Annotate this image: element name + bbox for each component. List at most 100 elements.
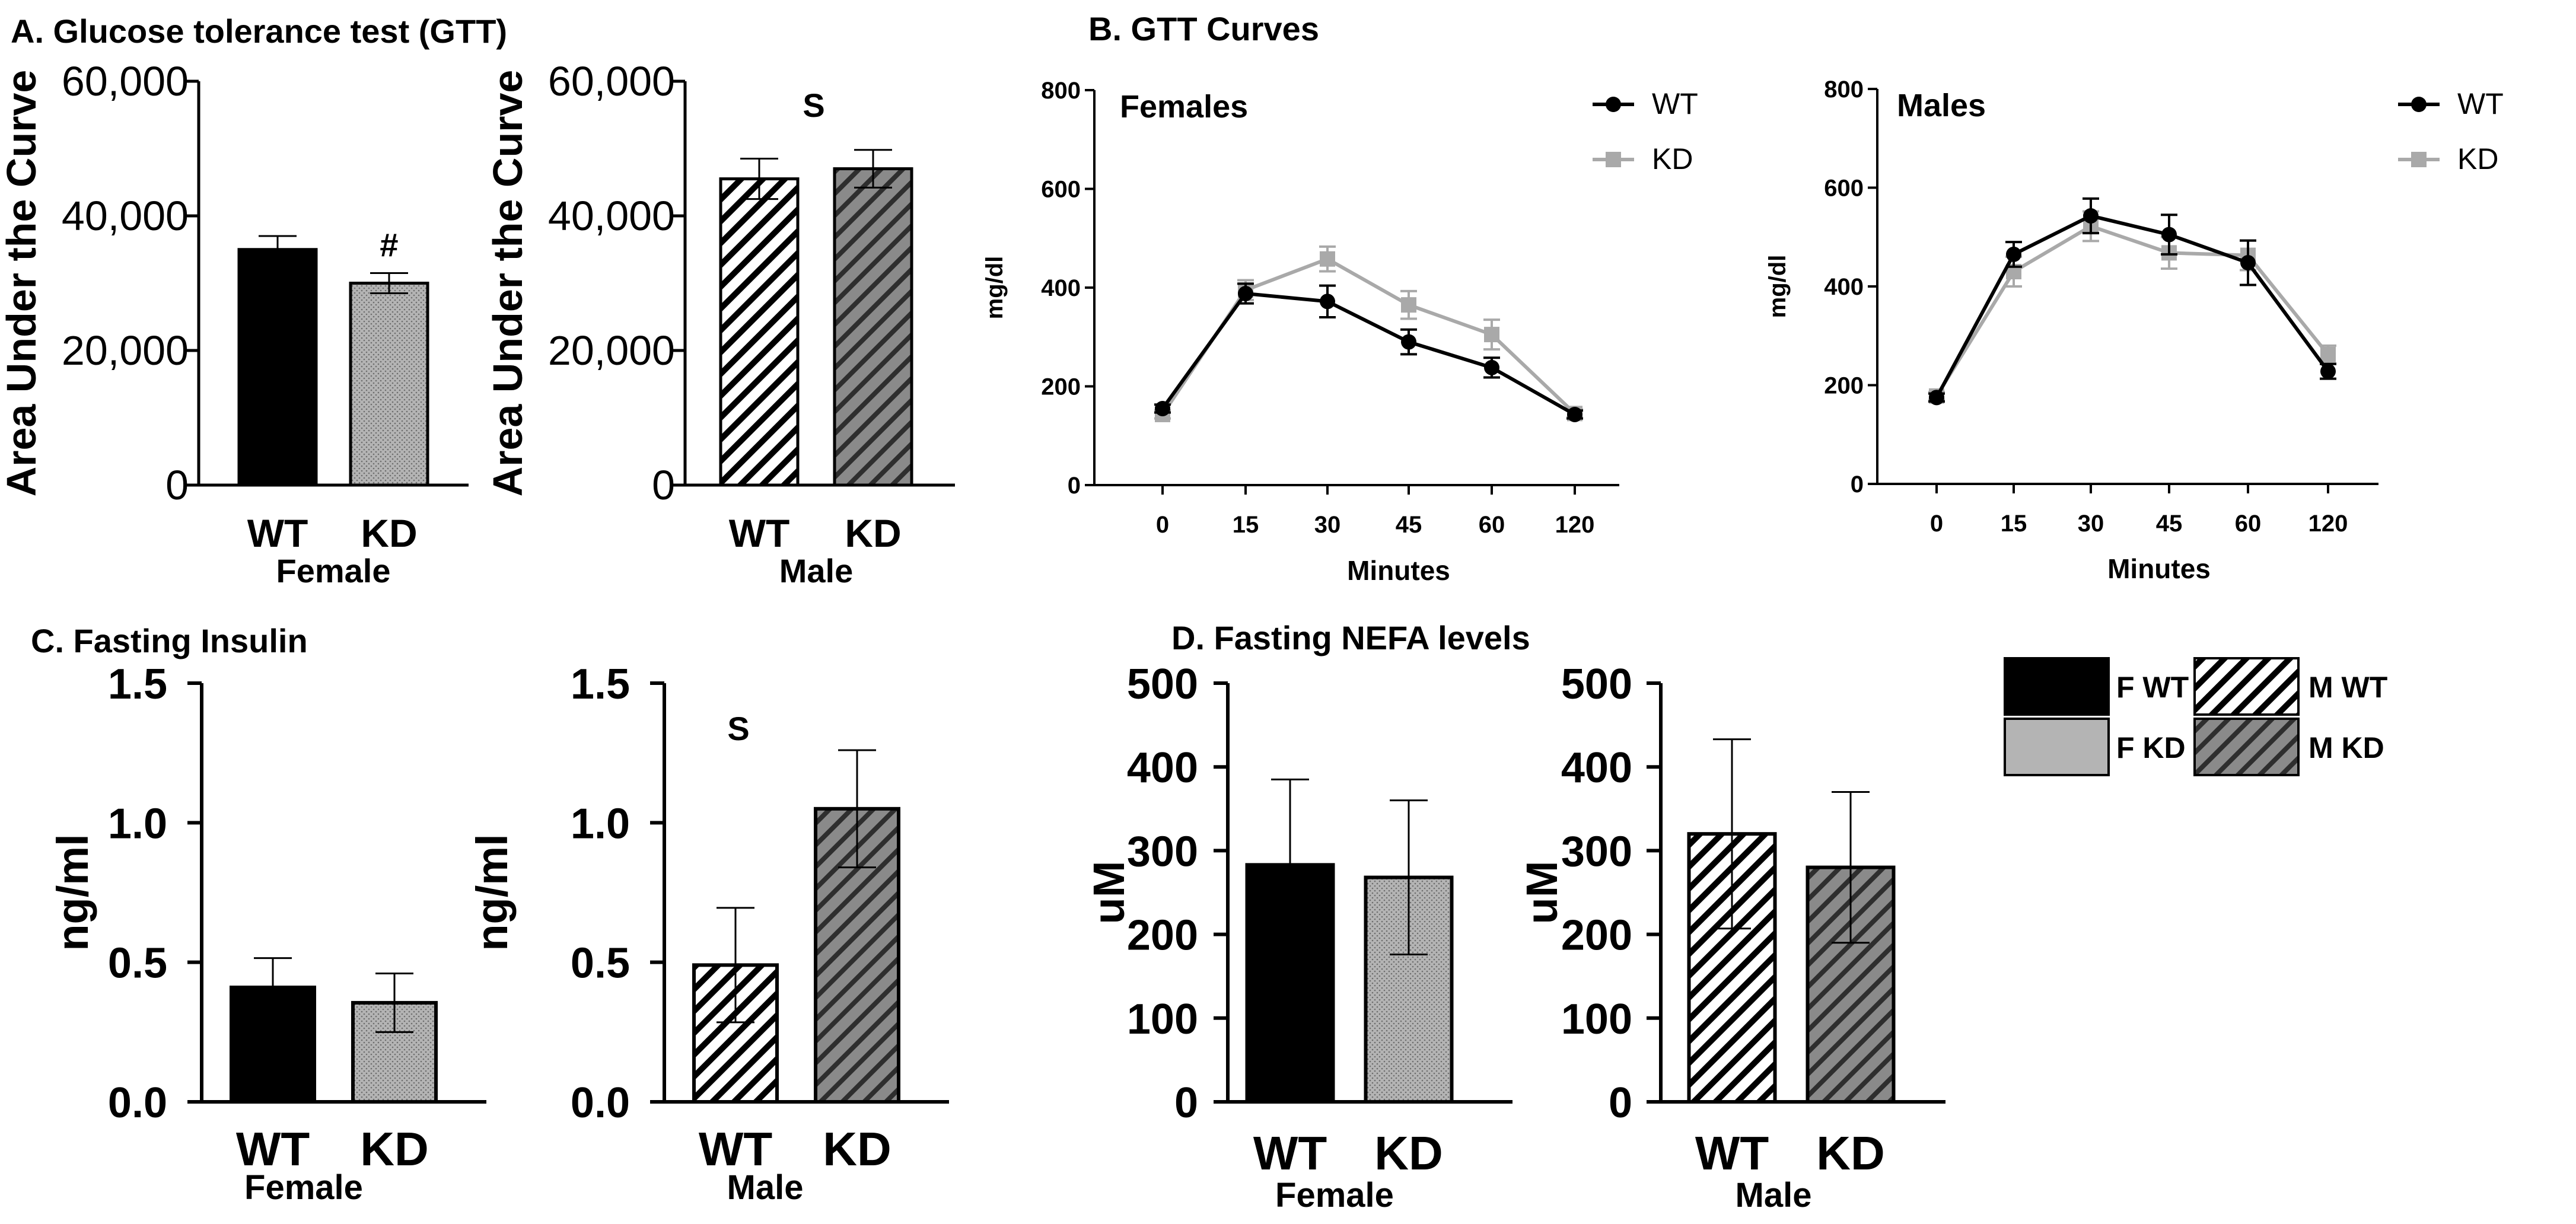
b-females-ytick-label: 400 [1041, 275, 1081, 301]
b-females-point-kd [1484, 327, 1499, 343]
c-male-significance-mark: S [727, 710, 749, 747]
legend-swatch-m-wt [2193, 657, 2300, 716]
d-female-xcat-label: KD [1374, 1127, 1443, 1180]
c-male-xcat-label: WT [699, 1123, 773, 1175]
b-females-chart: 0 200 400 600 800 0 15 30 45 60 120 mg/dl Minutes Fem… [982, 78, 1698, 586]
b-males-chart: 0 200 400 600 800 0 15 30 45 60 120 mg/dl Minutes Mal… [1765, 76, 2504, 584]
b-males-legend-label: KD [2457, 142, 2498, 176]
b-males-ytick-label: 200 [1824, 373, 1864, 399]
b-females-xtick-label: 120 [1555, 512, 1595, 538]
b-males-xtick-label: 0 [1930, 511, 1943, 537]
a-female-significance-mark: # [380, 226, 398, 263]
d-male-ytick-label: 300 [1561, 828, 1632, 875]
b-females-ytick-label: 200 [1041, 374, 1081, 400]
a-male-bar-kd [833, 167, 913, 487]
b-females-ytick-label: 0 [1068, 473, 1081, 499]
b-males-point-wt [2240, 255, 2256, 271]
b-males-legend-marker [2411, 152, 2427, 167]
b-males-point-wt [2083, 208, 2099, 224]
a-male-chart: 0 20,000 40,000 60,000 Area Under the Curve W… [485, 58, 955, 589]
a-female-bar-wt [237, 248, 318, 487]
b-males-point-wt [2006, 246, 2021, 262]
d-female-ytick-label: 300 [1127, 828, 1198, 875]
c-male-group-label: Male [727, 1168, 804, 1207]
b-males-xlabel: Minutes [2107, 553, 2211, 584]
b-males-legend-label: WT [2457, 87, 2504, 120]
b-females-ylabel: mg/dl [982, 256, 1008, 320]
b-females-legend-label: KD [1652, 142, 1693, 176]
legend-label-m-kd: M KD [2308, 731, 2384, 764]
d-female-ytick-label: 100 [1127, 996, 1198, 1043]
a-female-bar-kd [349, 282, 429, 487]
legend: F WT F KD M WT M KD [2004, 657, 2387, 776]
b-males-point-wt [2320, 364, 2336, 380]
c-male-ytick-label: 0.0 [571, 1079, 630, 1127]
a-female-xcat-label: KD [361, 511, 417, 555]
b-males-ytick-label: 800 [1824, 76, 1864, 103]
legend-swatch-f-kd [2004, 718, 2110, 776]
b-females-point-wt [1155, 400, 1170, 416]
b-females-point-kd [1401, 297, 1416, 313]
d-male-ytick-label: 500 [1561, 661, 1632, 708]
a-male-xcat-label: KD [845, 511, 901, 555]
legend-label-m-wt: M WT [2308, 671, 2387, 704]
d-male-xcat-label: WT [1695, 1127, 1769, 1180]
b-females-ytick-label: 800 [1041, 78, 1081, 104]
c-male-ytick-label: 1.0 [571, 800, 630, 847]
b-males-xtick-label: 45 [2156, 511, 2183, 537]
legend-swatch-f-wt [2004, 657, 2110, 716]
d-male-ylabel: uM [1517, 861, 1566, 925]
b-males-xtick-label: 120 [2308, 511, 2348, 537]
b-males-xtick-label: 15 [2001, 511, 2027, 537]
a-male-ylabel: Area Under the Curve [485, 70, 531, 497]
c-female-ytick-label: 1.0 [108, 800, 167, 847]
a-female-chart: 0 20,000 40,000 60,000 Area Under the Curve W… [0, 58, 469, 589]
panel-c-title: C. Fasting Insulin [31, 622, 308, 659]
b-females-xtick-label: 45 [1396, 512, 1422, 538]
b-females-point-kd [1320, 251, 1335, 267]
c-male-xcat-label: KD [823, 1123, 891, 1175]
d-male-ytick-label: 100 [1561, 996, 1632, 1043]
c-male-chart: 0.0 0.5 1.0 1.5 ng/ml WT KD Male S [467, 661, 949, 1207]
c-female-ytick-label: 0.5 [108, 940, 167, 987]
b-females-point-wt [1401, 334, 1416, 350]
c-female-ylabel: ng/ml [48, 834, 97, 951]
b-males-ytick-label: 600 [1824, 176, 1864, 202]
b-females-point-wt [1484, 359, 1499, 375]
b-males-ytick-label: 0 [1851, 471, 1864, 498]
c-female-ytick-label: 1.5 [108, 661, 167, 708]
b-males-title: Males [1897, 88, 1986, 123]
d-male-ytick-label: 200 [1561, 912, 1632, 960]
d-male-xcat-label: KD [1816, 1127, 1885, 1180]
b-females-xlabel: Minutes [1347, 555, 1450, 586]
b-females-series-wt [1154, 282, 1583, 422]
legend-swatch-m-kd [2193, 718, 2300, 776]
panel-d-title: D. Fasting NEFA levels [1171, 619, 1530, 656]
b-males-series-wt [1928, 197, 2336, 406]
b-females-line-wt [1161, 291, 1576, 416]
b-males-legend-marker [2411, 97, 2427, 112]
a-male-ytick-label: 40,000 [548, 193, 675, 239]
b-females-xtick-label: 0 [1156, 512, 1169, 538]
d-female-group-label: Female [1275, 1176, 1394, 1215]
c-female-xcat-label: WT [236, 1123, 310, 1175]
c-female-group-label: Female [244, 1168, 363, 1207]
b-females-line-kd [1161, 257, 1577, 416]
a-male-significance-mark: S [803, 87, 824, 124]
b-females-ytick-label: 600 [1041, 177, 1081, 203]
c-male-ytick-label: 1.5 [571, 661, 630, 708]
d-female-ytick-label: 0 [1174, 1079, 1198, 1127]
b-females-legend-marker [1606, 97, 1621, 112]
b-males-ylabel: mg/dl [1765, 255, 1791, 318]
d-female-ylabel: uM [1084, 861, 1133, 925]
c-female-ytick-label: 0.0 [108, 1079, 167, 1127]
b-females-point-wt [1320, 294, 1335, 310]
legend-label-f-kd: F KD [2116, 731, 2186, 764]
c-female-xcat-label: KD [360, 1123, 429, 1175]
b-females-series-kd [1154, 245, 1583, 422]
b-females-legend-marker [1606, 152, 1621, 167]
d-female-ytick-label: 200 [1127, 912, 1198, 960]
